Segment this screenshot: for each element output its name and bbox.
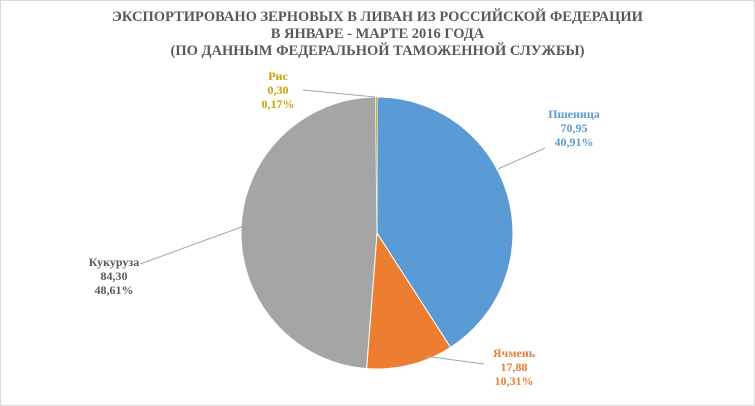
pie-slice-3 — [240, 96, 378, 370]
chart-title-line-3: (ПО ДАННЫМ ФЕДЕРАЛЬНОЙ ТАМОЖЕННОЙ СЛУЖБЫ… — [170, 43, 585, 59]
pie-slices — [240, 96, 514, 370]
data-label-percent-3: 48,61% — [95, 283, 134, 297]
leader-line-4 — [302, 89, 376, 98]
data-label-value-1: 70,95 — [561, 121, 588, 135]
chart-title-line-2: В ЯНВАРЕ - МАРТЕ 2016 ГОДА — [270, 26, 485, 42]
data-label-percent-1: 40,91% — [555, 135, 594, 149]
data-label-percent-4: 0,17% — [262, 97, 295, 111]
data-label-name-2: Ячмень — [493, 346, 536, 360]
chart-title-line-1: ЭКСПОРТИРОВАНО ЗЕРНОВЫХ В ЛИВАН ИЗ РОССИ… — [112, 9, 643, 25]
data-label-percent-2: 10,31% — [495, 374, 534, 388]
chart-title: ЭКСПОРТИРОВАНО ЗЕРНОВЫХ В ЛИВАН ИЗ РОССИ… — [0, 9, 755, 60]
pie-slice-4 — [375, 96, 378, 234]
leader-line-3 — [139, 220, 259, 265]
data-label-value-4: 0,30 — [268, 83, 289, 97]
data-label-name-3: Кукуруза — [89, 255, 139, 269]
data-label-name-4: Рис — [268, 69, 288, 83]
data-label-name-1: Пшеница — [548, 107, 600, 121]
leader-line-2 — [423, 355, 485, 365]
data-label-value-2: 17,88 — [501, 360, 528, 374]
data-label-value-3: 84,30 — [101, 269, 128, 283]
leader-line-1 — [497, 147, 546, 170]
pie-slice-1 — [376, 96, 514, 349]
pie-slice-2 — [366, 231, 452, 370]
